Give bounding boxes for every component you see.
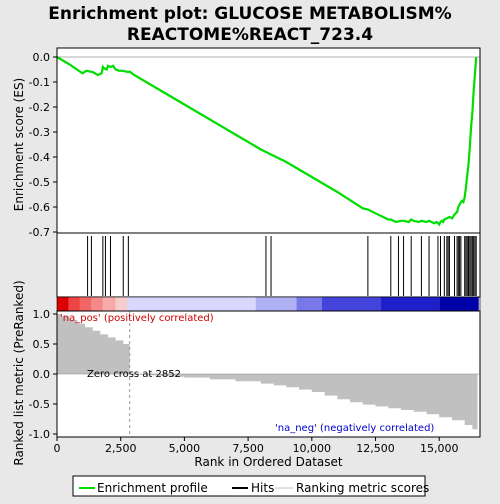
color-bar-segment bbox=[91, 297, 103, 311]
es-panel: 0.0 -0.1 -0.2 -0.3 -0.4 -0.5 -0.6 -0.7 Enrichmen… bbox=[12, 47, 481, 239]
metric-ytick-label: -0.5 bbox=[29, 398, 50, 411]
metric-ylabel: Ranked list metric (PreRanked) bbox=[12, 280, 26, 465]
metric-xtick-label: 0 bbox=[54, 442, 61, 455]
color-bar-segment bbox=[439, 297, 479, 311]
color-bar-segment bbox=[57, 297, 69, 311]
color-bar-segment bbox=[296, 297, 323, 311]
legend: Enrichment profile Hits Ranking metric s… bbox=[72, 475, 429, 497]
metric-xtick-label: 7,500 bbox=[232, 442, 264, 455]
legend-label-ranking-metric: Ranking metric scores bbox=[296, 481, 429, 495]
ranking-metric-panel: 1.0 0.5 0.0 -0.5 -1.0 0 2,500 5,000 7,500 10,000 1… bbox=[12, 280, 481, 469]
chart-title-line-1: Enrichment plot: GLUCOSE METABOLISM% bbox=[48, 4, 451, 24]
color-bar-segment bbox=[115, 297, 128, 311]
color-bar-segment bbox=[255, 297, 297, 311]
hits-panel bbox=[56, 232, 481, 298]
es-ytick-label: -0.3 bbox=[29, 126, 50, 139]
metric-xtick-label: 15,000 bbox=[420, 442, 459, 455]
es-ytick-label: -0.1 bbox=[29, 76, 50, 89]
metric-ytick-label: 0.5 bbox=[33, 338, 51, 351]
es-ytick-label: -0.5 bbox=[29, 176, 50, 189]
metric-xtick-label: 10,000 bbox=[293, 442, 332, 455]
metric-panel-border bbox=[56, 310, 481, 438]
es-ytick-label: 0.0 bbox=[33, 51, 51, 64]
es-ytick-label: -0.7 bbox=[29, 226, 50, 239]
metric-ytick-label: 1.0 bbox=[33, 308, 51, 321]
es-ytick-label: -0.4 bbox=[29, 151, 50, 164]
metric-xtick-label: 5,000 bbox=[169, 442, 201, 455]
negative-correlation-label: 'na_neg' (negatively correlated) bbox=[275, 423, 434, 434]
metric-xtick-label: 2,500 bbox=[105, 442, 137, 455]
zero-cross-label: Zero cross at 2852 bbox=[87, 369, 181, 380]
chart-title-line-2: REACTOME%REACT_723.4 bbox=[127, 25, 373, 45]
es-panel-frame bbox=[57, 48, 480, 233]
color-bar-segment bbox=[102, 297, 116, 311]
legend-label-hits: Hits bbox=[251, 481, 274, 495]
enrichment-profile-line bbox=[56, 56, 478, 227]
color-bar-segment bbox=[68, 297, 80, 311]
metric-ytick-label: 0.0 bbox=[33, 368, 51, 381]
color-bar-segment bbox=[322, 297, 381, 311]
ranked-list-color-bar bbox=[56, 296, 481, 312]
color-bar-segment bbox=[127, 297, 256, 311]
positive-correlation-label: 'na_pos' (positively correlated) bbox=[60, 313, 214, 324]
es-ylabel: Enrichment score (ES) bbox=[12, 78, 26, 211]
metric-xlabel: Rank in Ordered Dataset bbox=[194, 455, 342, 469]
metric-xtick-label: 12,500 bbox=[356, 442, 395, 455]
metric-ytick-label: -1.0 bbox=[29, 428, 50, 441]
legend-box bbox=[72, 475, 426, 497]
color-bar-segment bbox=[79, 297, 92, 311]
es-ytick-label: -0.6 bbox=[29, 201, 50, 214]
hits-panel-frame bbox=[56, 232, 481, 298]
es-ytick-label: -0.2 bbox=[29, 101, 50, 114]
legend-label-enrichment-profile: Enrichment profile bbox=[97, 481, 208, 495]
color-bar-segment bbox=[380, 297, 440, 311]
